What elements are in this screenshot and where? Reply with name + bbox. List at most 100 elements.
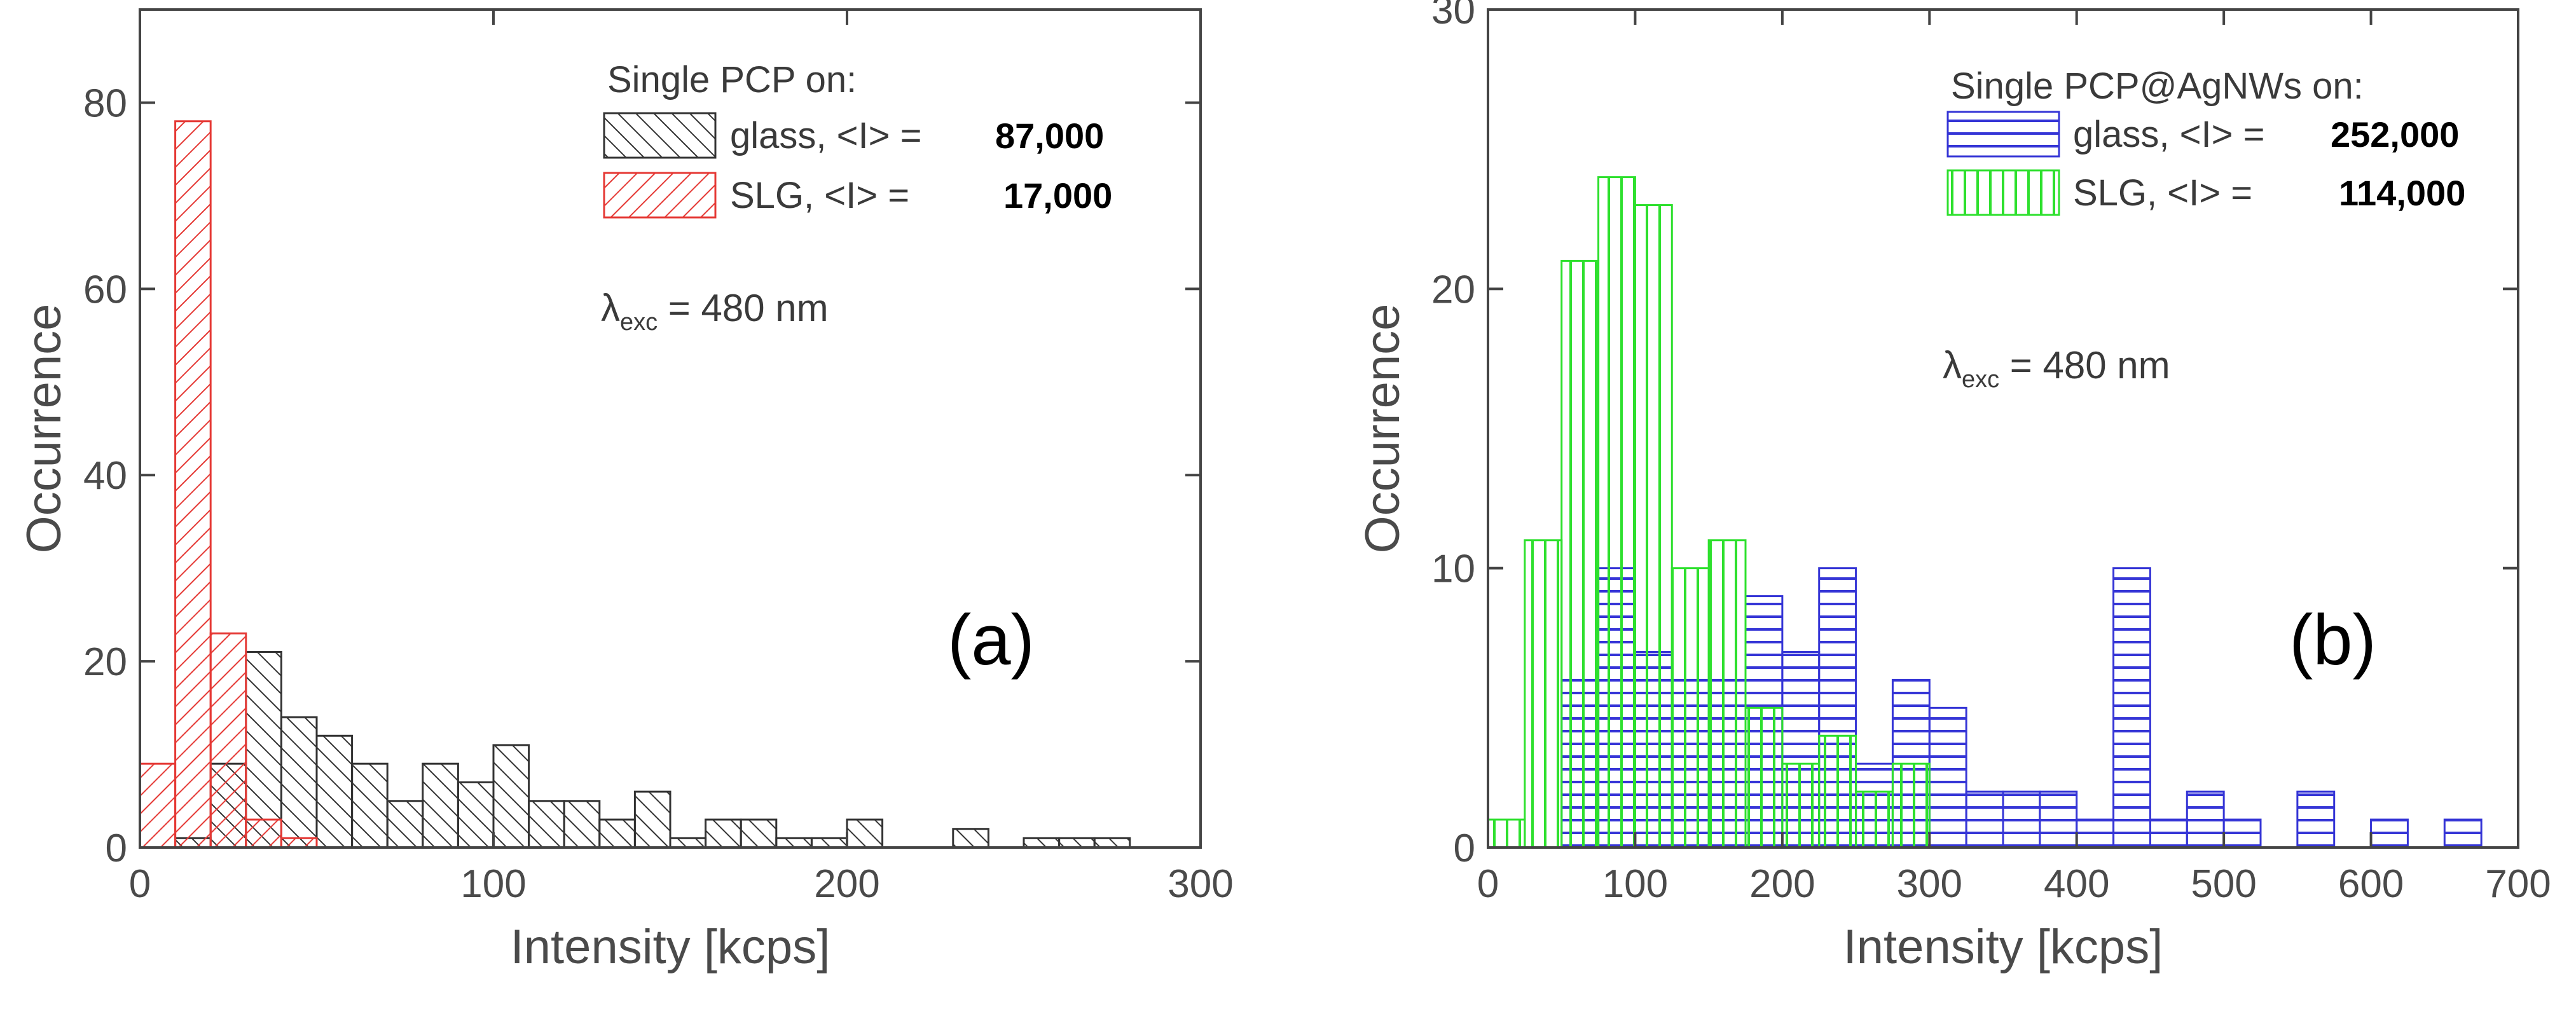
excitation-annotation-b: λexc = 480 nm	[1943, 344, 2170, 393]
bar-slg-b-0	[1487, 818, 1526, 849]
plot-frame-b	[1487, 8, 2519, 849]
legend-mean-glass-b: 252,000	[2331, 114, 2459, 154]
legend-mean-slg-b: 114,000	[2339, 173, 2465, 213]
bar-glass-b-13	[2039, 790, 2078, 849]
bar-slg-a-4	[280, 837, 318, 849]
bar-slg-a-0	[139, 762, 177, 849]
x-axis-label-a: Intensity [kcps]	[511, 920, 830, 974]
bar-glass-a-12	[598, 818, 636, 849]
x-tick-label-b-2: 200	[1749, 862, 1815, 906]
legend-mean-slg-a: 17,000	[1003, 175, 1112, 216]
panel-label-b: (b)	[2289, 600, 2376, 680]
bar-glass-a-2	[245, 650, 282, 849]
x-tick-label-a-2: 200	[814, 862, 879, 906]
x-tick-label-a-1: 100	[460, 862, 526, 906]
x-tick-label-b-0: 0	[1477, 862, 1499, 906]
bar-slg-b-10	[1855, 790, 1894, 849]
legend-title-b: Single PCP@AgNWs on:	[1951, 65, 2364, 107]
legend-a: Single PCP on: glass, <I> = 87,000 SLG, …	[603, 59, 1112, 219]
y-tick-label-a-2: 40	[83, 454, 127, 498]
legend-swatch-slg-b	[1946, 169, 2060, 216]
y-tick-label-b-3: 30	[1431, 0, 1475, 32]
x-tick-label-b-6: 600	[2338, 862, 2404, 906]
y-tick-label-b-2: 20	[1431, 268, 1475, 312]
legend-label-slg-b: SLG, <I> =	[2073, 172, 2252, 214]
bar-glass-b-20	[2370, 818, 2409, 849]
legend-swatch-glass-b	[1946, 111, 2060, 158]
bar-glass-a-7	[422, 762, 459, 849]
bar-glass-a-16	[740, 818, 778, 849]
bar-slg-a-3	[245, 818, 282, 849]
panel-label-a: (a)	[947, 600, 1035, 680]
bar-slg-b-3	[1597, 176, 1636, 849]
y-tick-label-b-1: 10	[1431, 547, 1475, 591]
x-tick-label-b-4: 400	[2044, 862, 2109, 906]
bar-glass-a-20	[952, 828, 989, 849]
bar-glass-b-21	[2443, 818, 2483, 849]
legend-mean-glass-a: 87,000	[995, 116, 1104, 156]
bar-glass-b-15	[2112, 567, 2151, 849]
bar-glass-b-10	[1928, 706, 1967, 849]
bar-glass-a-6	[386, 800, 424, 849]
bar-slg-b-4	[1634, 204, 1673, 849]
bar-glass-a-17	[775, 837, 813, 849]
legend-label-slg-a: SLG, <I> =	[730, 175, 909, 216]
bar-slg-b-1	[1524, 539, 1563, 849]
chart-b: 0 100 200 300 400 500 600 700 0 10 20 30 Intensity …	[1356, 0, 2551, 974]
bar-glass-a-15	[705, 818, 742, 849]
bar-glass-a-23	[1093, 837, 1131, 849]
x-axis-label-b: Intensity [kcps]	[1843, 920, 2163, 974]
x-tick-label-b-1: 100	[1602, 862, 1668, 906]
x-tick-label-a-3: 300	[1167, 862, 1233, 906]
bar-slg-b-8	[1781, 762, 1821, 849]
x-tick-label-b-5: 500	[2191, 862, 2256, 906]
ticks-b: 0 100 200 300 400 500 600 700 0 10 20 30	[1431, 0, 2551, 906]
bar-glass-a-22	[1058, 837, 1096, 849]
bar-glass-a-8	[457, 781, 495, 849]
legend-swatch-slg-a	[603, 172, 717, 219]
bar-slg-b-9	[1818, 734, 1857, 849]
bar-glass-a-19	[846, 818, 884, 849]
ticks-a: 0 100 200 300 0 20 40 60 80	[83, 10, 1234, 906]
legend-swatch-glass-a	[603, 112, 717, 159]
bar-glass-a-21	[1023, 837, 1061, 849]
bar-glass-a-13	[633, 790, 672, 849]
excitation-annotation-a: λexc = 480 nm	[601, 287, 829, 336]
bar-glass-b-18	[2222, 818, 2262, 849]
bar-glass-b-11	[1965, 790, 2004, 849]
bar-glass-a-18	[810, 837, 848, 849]
legend-b: Single PCP@AgNWs on: glass, <I> = 252,00…	[1946, 39, 2517, 216]
bar-glass-a-14	[669, 837, 707, 849]
bar-slg-a-2	[209, 632, 247, 849]
bar-glass-b-16	[2149, 818, 2188, 849]
legend-title-bg-b	[1951, 39, 2517, 58]
bar-slg-b-5	[1670, 567, 1710, 849]
legend-title-a: Single PCP on:	[607, 59, 857, 100]
y-tick-label-a-1: 20	[83, 640, 127, 684]
y-tick-label-a-3: 60	[83, 268, 127, 312]
bar-glass-b-19	[2296, 790, 2336, 849]
slg-series-a	[139, 120, 318, 849]
bar-slg-b-6	[1707, 539, 1747, 849]
bar-slg-b-7	[1744, 706, 1784, 849]
bar-glass-b-12	[2002, 790, 2041, 849]
chart-a: 0 100 200 300 0 20 40 60 80 Intensity [kcps] Occ…	[17, 8, 1234, 974]
slg-series-b	[1487, 176, 1931, 849]
legend-label-glass-a: glass, <I> =	[730, 115, 921, 156]
plot-frame-a	[139, 8, 1202, 849]
y-tick-label-a-4: 80	[83, 81, 127, 125]
bar-glass-a-5	[351, 762, 389, 849]
bar-slg-b-2	[1560, 259, 1600, 849]
x-tick-label-b-7: 700	[2485, 862, 2551, 906]
bar-glass-a-11	[563, 800, 601, 849]
bar-glass-a-10	[528, 800, 565, 849]
y-axis-label-b: Occurrence	[1356, 304, 1410, 554]
bar-glass-b-17	[2186, 790, 2225, 849]
bar-glass-a-3	[280, 716, 318, 849]
y-tick-label-b-0: 0	[1454, 827, 1475, 870]
bar-slg-a-1	[174, 120, 212, 849]
x-tick-label-b-3: 300	[1897, 862, 1962, 906]
x-tick-label-a-0: 0	[129, 862, 151, 906]
y-axis-label-a: Occurrence	[17, 304, 71, 554]
